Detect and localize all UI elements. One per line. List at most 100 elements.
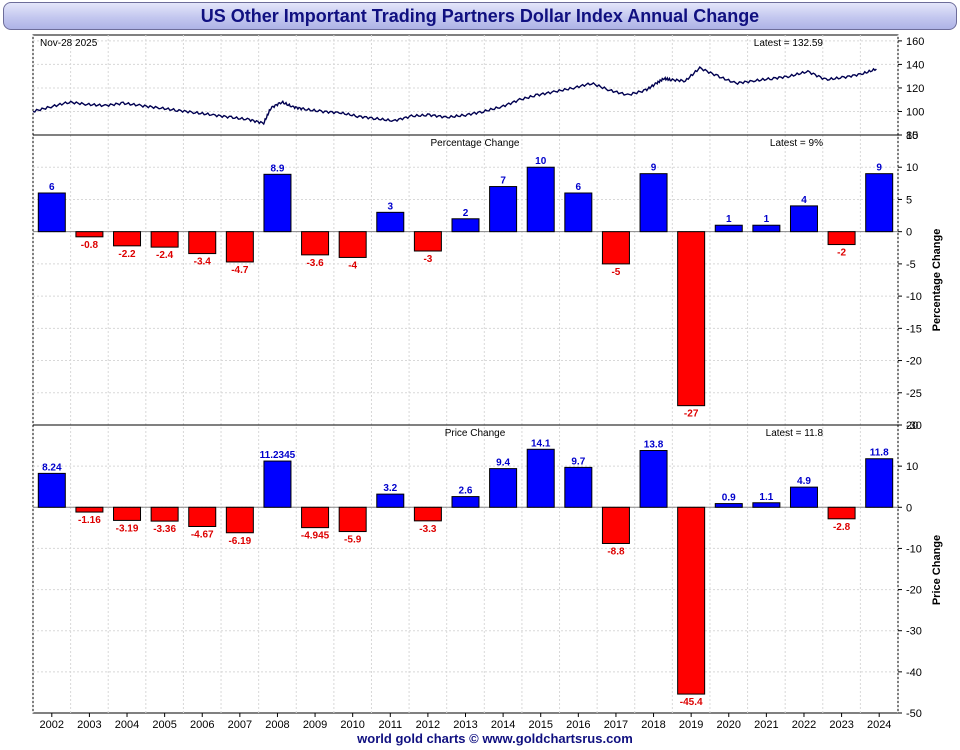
x-tick-label-2002: 2002	[40, 719, 64, 731]
bar-2018	[639, 173, 668, 233]
data-label-2013: 2.6	[459, 486, 473, 497]
x-tick-label-2022: 2022	[792, 719, 816, 731]
bar-2019	[677, 506, 706, 695]
data-label-2019: -27	[684, 409, 699, 420]
data-label-2016: 9.7	[571, 456, 585, 467]
data-label-2011: 3.2	[383, 483, 397, 494]
data-label-2007: -6.19	[228, 536, 251, 547]
bar-2006	[188, 231, 217, 255]
x-tick-label-2011: 2011	[378, 719, 402, 731]
x-tick-label-2019: 2019	[679, 719, 703, 731]
y-tick-label: -20	[906, 356, 922, 368]
data-label-2015: 14.1	[531, 438, 551, 449]
data-label-2005: -2.4	[156, 250, 174, 261]
latest-label-index: Latest = 132.59	[754, 38, 824, 49]
bar-2015	[526, 166, 555, 233]
data-label-2005: -3.36	[153, 524, 176, 535]
x-tick-label-2004: 2004	[115, 719, 139, 731]
data-label-2022: 4.9	[797, 476, 811, 487]
y-tick-label: 15	[906, 130, 918, 142]
x-tick-label-2009: 2009	[303, 719, 327, 731]
x-tick-label-2014: 2014	[491, 719, 515, 731]
x-tick-label-2013: 2013	[453, 719, 477, 731]
bar-2016	[564, 466, 593, 508]
bar-2011	[376, 211, 405, 233]
data-label-2013: 2	[463, 208, 469, 219]
data-label-2009: -4.945	[301, 531, 330, 542]
data-label-2008: 11.2345	[260, 450, 296, 461]
data-label-2008: 8.9	[271, 163, 285, 174]
bar-2014	[489, 468, 518, 508]
x-tick-label-2003: 2003	[77, 719, 101, 731]
bar-2012	[413, 231, 442, 252]
bar-2005	[150, 506, 179, 522]
data-label-2014: 9.4	[496, 458, 510, 469]
bar-2018	[639, 450, 668, 508]
bar-2021	[752, 224, 781, 233]
panel-title: Percentage Change	[431, 138, 520, 149]
chart-title: US Other Important Trading Partners Doll…	[200, 6, 760, 26]
data-label-2020: 1	[726, 214, 732, 225]
bar-2002	[37, 192, 66, 233]
data-label-2019: -45.4	[680, 697, 703, 708]
y-tick-label-index: 80	[906, 130, 918, 142]
data-label-2006: -4.67	[191, 529, 214, 540]
bar-2017	[601, 506, 630, 544]
plot-area	[32, 34, 899, 714]
bar-2008	[263, 460, 292, 508]
data-label-2015: 10	[535, 156, 547, 167]
data-label-2024: 9	[876, 163, 882, 174]
x-tick-label-2012: 2012	[416, 719, 440, 731]
x-tick-label-2021: 2021	[754, 719, 778, 731]
x-tick-label-2015: 2015	[528, 719, 552, 731]
bar-2024	[865, 173, 894, 233]
data-label-2002: 8.24	[42, 462, 62, 473]
latest-label: Latest = 9%	[770, 138, 823, 149]
data-label-2018: 13.8	[644, 440, 664, 451]
bar-2007	[225, 231, 254, 263]
bar-2024	[865, 458, 894, 508]
bar-2010	[338, 231, 367, 258]
x-tick-label-2005: 2005	[152, 719, 176, 731]
y-tick-label: 0	[906, 502, 912, 514]
y-tick-label: -30	[906, 626, 922, 638]
bar-2004	[113, 506, 142, 521]
bar-2023	[827, 231, 856, 246]
y-tick-label: -20	[906, 585, 922, 597]
bar-2012	[413, 506, 442, 522]
data-label-2003: -0.8	[81, 240, 99, 251]
bar-2017	[601, 231, 630, 265]
x-tick-label-2008: 2008	[265, 719, 289, 731]
latest-label: Latest = 11.8	[766, 428, 824, 439]
bar-2019	[677, 231, 706, 407]
y-tick-label: -50	[906, 708, 922, 720]
bar-2007	[225, 506, 254, 534]
bar-2020	[714, 503, 743, 508]
x-tick-label-2018: 2018	[641, 719, 665, 731]
data-label-2003: -1.16	[78, 515, 101, 526]
bar-2020	[714, 224, 743, 233]
bar-2002	[37, 472, 66, 508]
index-line	[32, 65, 877, 126]
data-label-2017: -5	[611, 267, 620, 278]
bar-2005	[150, 231, 179, 248]
data-label-2009: -3.6	[306, 258, 324, 269]
data-label-2014: 7	[500, 176, 506, 187]
y-tick-label-index: 100	[906, 106, 924, 118]
footer-credit: world gold charts © www.goldchartsrus.co…	[357, 731, 633, 746]
bar-2016	[564, 192, 593, 233]
x-tick-label-2010: 2010	[340, 719, 364, 731]
x-tick-label-2017: 2017	[604, 719, 628, 731]
x-tick-label-2006: 2006	[190, 719, 214, 731]
data-label-2012: -3	[423, 254, 432, 265]
data-label-2022: 4	[801, 195, 807, 206]
y-tick-label: -10	[906, 291, 922, 303]
date-label: Nov-28 2025	[40, 38, 98, 49]
y-tick-label: -30	[906, 420, 922, 432]
bar-2004	[113, 231, 142, 247]
panel-title: Price Change	[445, 428, 506, 439]
bar-2014	[489, 186, 518, 233]
x-tick-label-2023: 2023	[829, 719, 853, 731]
data-label-2010: -5.9	[344, 535, 362, 546]
